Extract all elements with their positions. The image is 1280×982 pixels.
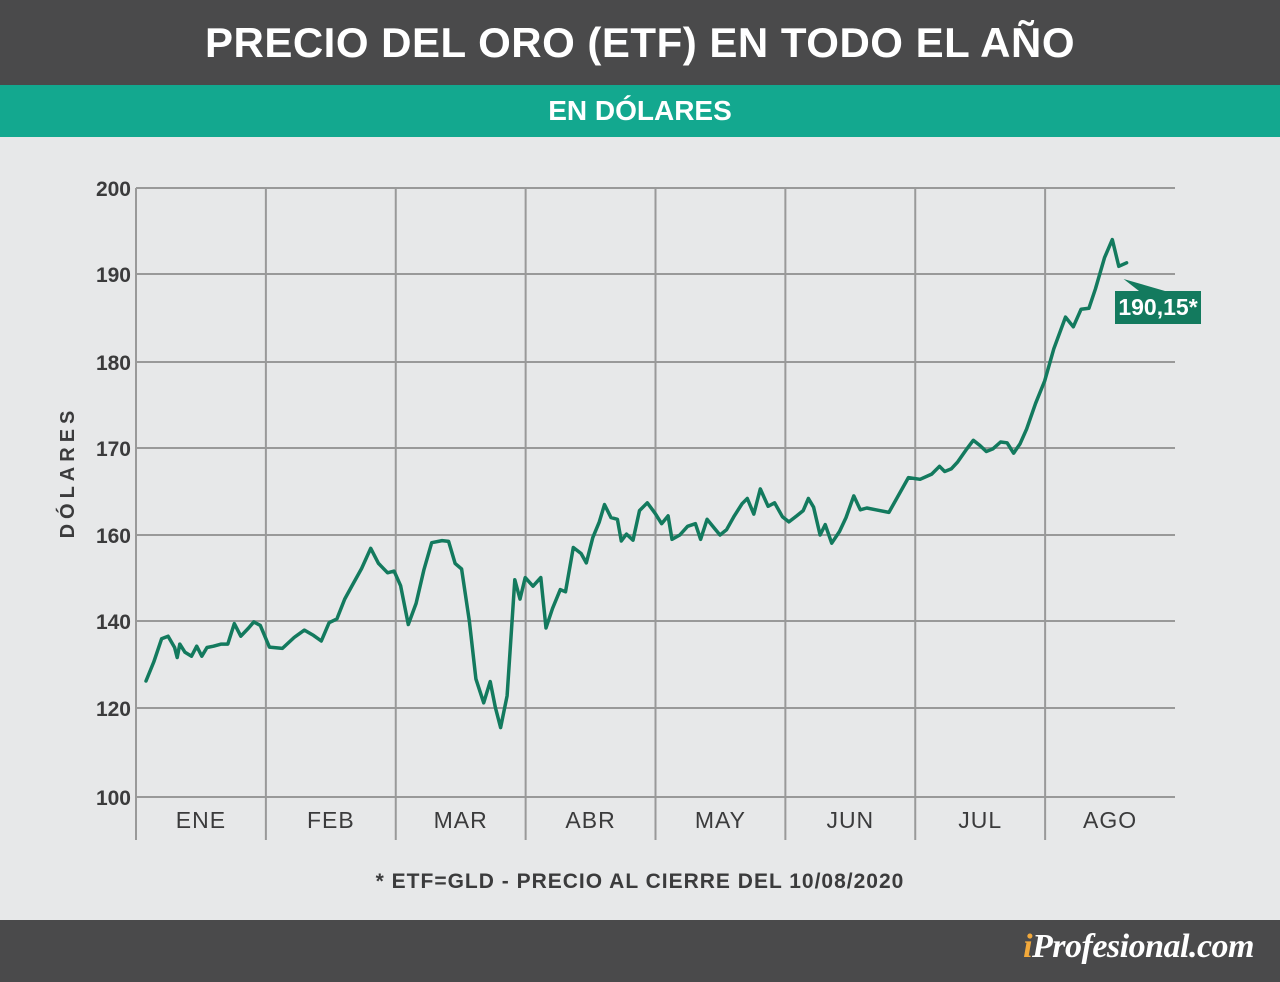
x-month-label: ENE: [176, 807, 226, 833]
footer-bar: iProfesional.com: [0, 920, 1280, 982]
chart-subtitle: EN DÓLARES: [0, 85, 1280, 137]
y-tick-label: 200: [96, 178, 131, 201]
y-tick-label: 100: [96, 787, 131, 810]
y-tick-label: 170: [96, 438, 131, 461]
y-tick-label: 180: [96, 352, 131, 375]
y-tick-label: 190: [96, 264, 131, 287]
callout-label: 190,15*: [1118, 294, 1197, 320]
x-month-label: MAY: [695, 807, 746, 833]
chart-area: 200 190 180 170 160 140 120 100 ENE FEB MAR ABR MAY J…: [0, 137, 1280, 920]
y-axis-label: DÓLARES: [55, 406, 79, 539]
brand-logo: iProfesional.com: [1023, 928, 1254, 965]
line-chart: 200 190 180 170 160 140 120 100 ENE FEB MAR ABR MAY J…: [55, 178, 1201, 840]
callout-pointer: [1123, 279, 1165, 291]
x-month-label: MAR: [434, 807, 488, 833]
footnote: * ETF=GLD - PRECIO AL CIERRE DEL 10/08/2…: [375, 870, 905, 893]
y-tick-label: 140: [96, 611, 131, 634]
price-series-line: [144, 237, 1129, 730]
x-month-label: FEB: [307, 807, 355, 833]
x-month-label: ABR: [565, 807, 615, 833]
y-tick-label: 120: [96, 698, 131, 721]
x-month-label: JUL: [958, 807, 1002, 833]
chart-title: PRECIO DEL ORO (ETF) EN TODO EL AÑO: [0, 0, 1280, 85]
x-month-label: JUN: [826, 807, 874, 833]
callout-box: [1115, 291, 1201, 324]
y-tick-label: 160: [96, 525, 131, 548]
x-month-label: AGO: [1083, 807, 1137, 833]
